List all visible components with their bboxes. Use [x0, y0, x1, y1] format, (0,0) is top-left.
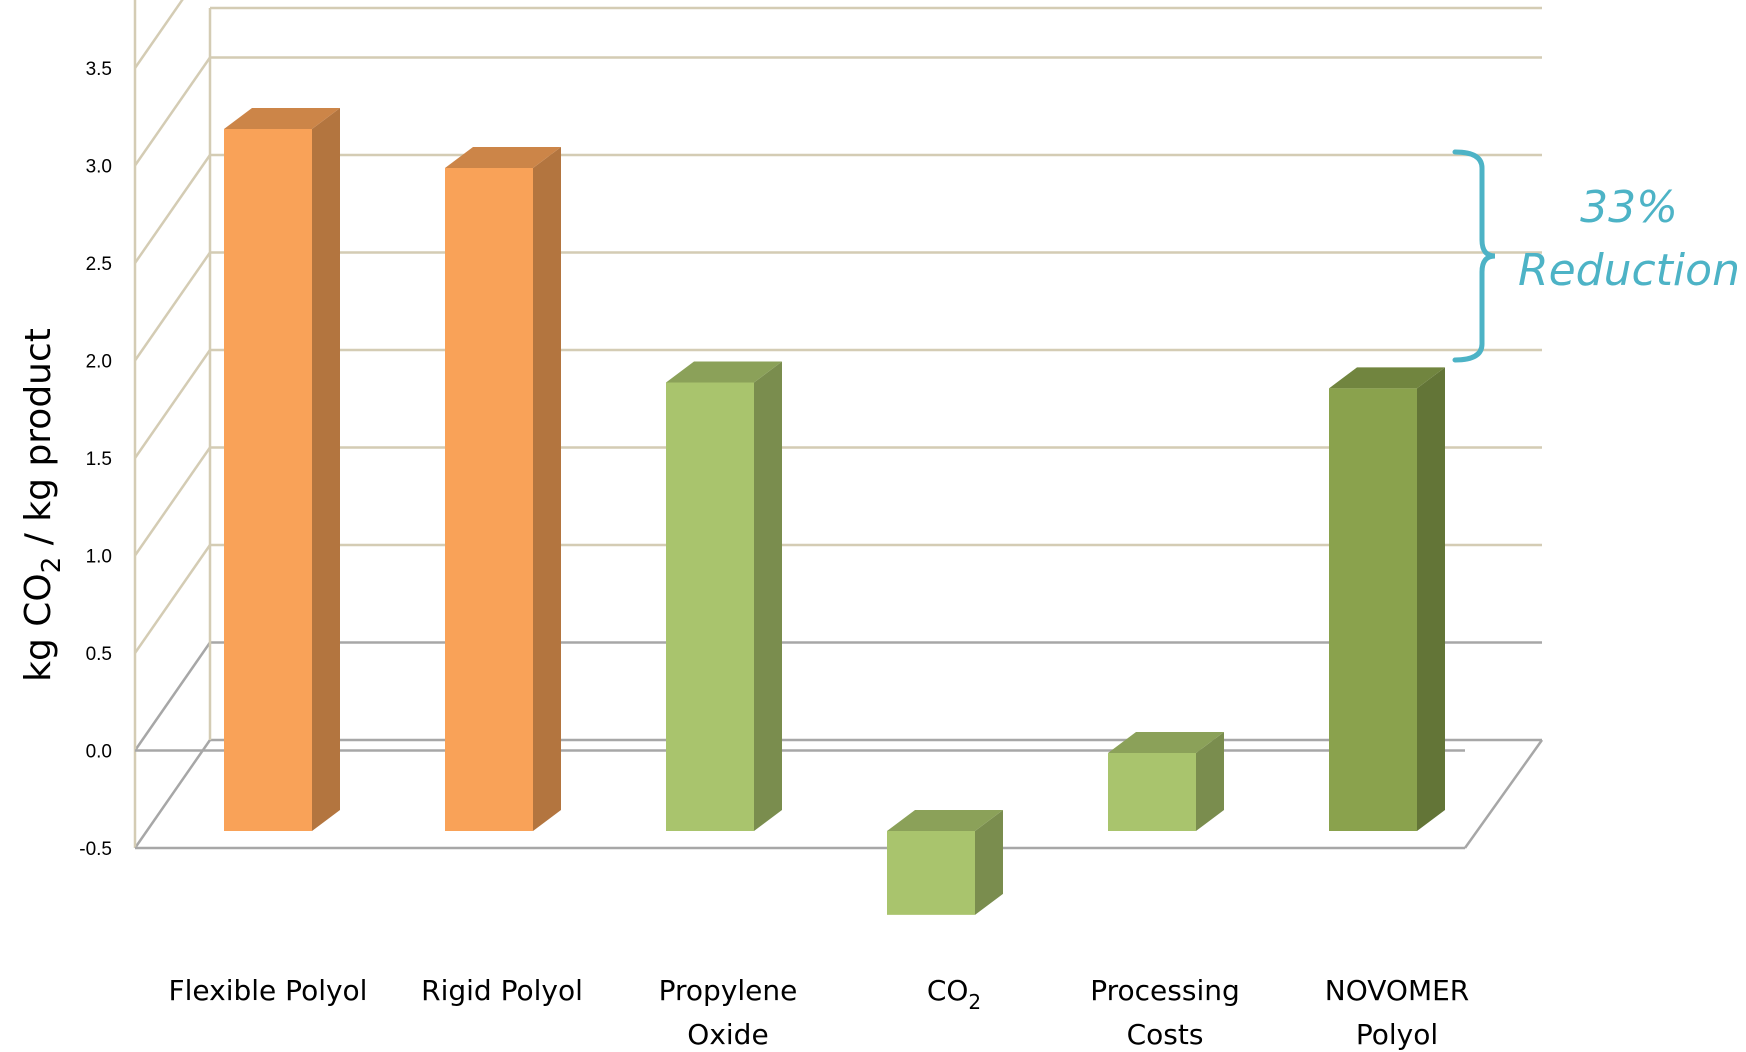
- reduction-brace: [1452, 149, 1496, 363]
- side-gridline: [133, 544, 212, 654]
- y-tick-label: -0.5: [79, 839, 112, 860]
- bar: [887, 810, 1003, 915]
- bar-top: [666, 361, 782, 383]
- bar-front: [1329, 388, 1417, 831]
- category-label: Costs: [1127, 1018, 1204, 1051]
- y-tick-label: 3.0: [86, 157, 112, 178]
- side-gridline: [133, 154, 212, 264]
- y-tick-label: 2.5: [86, 254, 112, 275]
- bar: [666, 361, 782, 831]
- y-tick-labels: -0.50.00.51.01.52.02.53.03.54.0: [79, 59, 112, 860]
- category-label: CO2: [927, 974, 981, 1014]
- y-axis-label: kg CO2 / kg product: [18, 328, 67, 682]
- reduction-percent: 33%: [1580, 182, 1678, 233]
- bar: [1108, 732, 1224, 831]
- category-label: NOVOMER: [1325, 974, 1470, 1007]
- bars: [224, 108, 1445, 915]
- y-tick-label: 1.0: [86, 547, 112, 568]
- bar-front: [887, 831, 975, 915]
- y-tick-label: 3.5: [86, 59, 112, 80]
- y-tick-label: 0.5: [86, 644, 112, 665]
- bar: [445, 147, 561, 831]
- category-label: Rigid Polyol: [421, 974, 583, 1007]
- reduction-label: Reduction: [1518, 245, 1740, 296]
- bar-top: [887, 810, 1003, 831]
- bar-side: [1196, 732, 1224, 831]
- bar: [224, 108, 340, 831]
- y-tick-label: 1.5: [86, 449, 112, 470]
- bar-side: [975, 810, 1003, 915]
- category-label: Processing: [1090, 974, 1240, 1007]
- side-gridline: [133, 0, 184, 69]
- side-gridline: [133, 349, 212, 459]
- category-label: Oxide: [687, 1018, 768, 1051]
- side-gridline: [133, 251, 212, 362]
- bar-top: [1108, 732, 1224, 753]
- category-label: Propylene: [659, 974, 798, 1007]
- side-gridline: [133, 446, 212, 557]
- bar-side: [1417, 367, 1445, 831]
- bar-front: [445, 168, 533, 831]
- bar-top: [1329, 367, 1445, 389]
- y-tick-label: 2.0: [86, 352, 112, 373]
- bar-top: [445, 147, 561, 168]
- category-label: Polyol: [1356, 1018, 1438, 1051]
- bar-side: [312, 108, 340, 831]
- bar-side: [754, 361, 782, 831]
- side-gridline: [133, 56, 212, 167]
- reduction-annotation: 33% Reduction: [1452, 149, 1740, 363]
- gridlines: [133, 0, 1544, 850]
- category-labels: Flexible Polyol Rigid Polyol Propylene Oxid…: [169, 974, 1470, 1051]
- bar-front: [666, 382, 754, 831]
- floor-edge: [1463, 739, 1544, 849]
- bar: [1329, 367, 1445, 831]
- bar-front: [1108, 753, 1196, 831]
- side-gridline: [133, 739, 212, 849]
- bar-top: [224, 108, 340, 129]
- bar-side: [533, 147, 561, 831]
- bar-front: [224, 129, 312, 831]
- side-gridline: [133, 641, 212, 752]
- y-tick-label: 0.0: [86, 742, 112, 763]
- category-label: Flexible Polyol: [169, 974, 368, 1007]
